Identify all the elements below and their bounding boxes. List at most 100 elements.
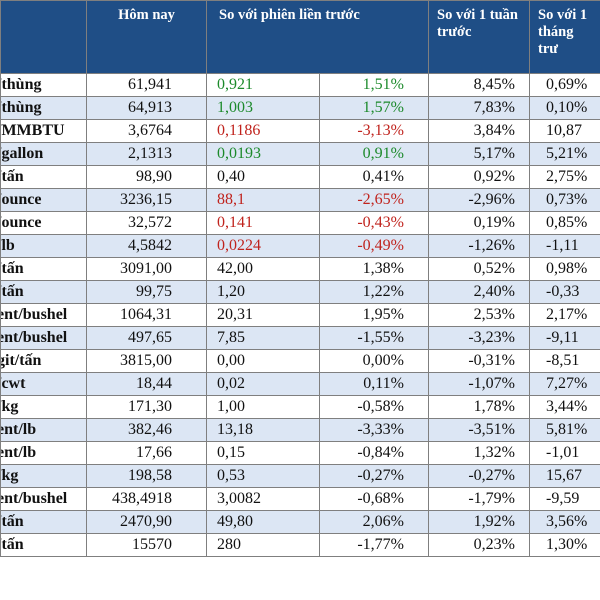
change-cell: 0,53 — [206, 464, 320, 488]
unit-cell: /tấn — [0, 280, 87, 304]
month-change-cell: 2,75% — [529, 165, 600, 189]
table-row: /tấn 98,900,400,41%0,92%2,75% — [0, 165, 600, 189]
month-change-cell: 5,81% — [529, 418, 600, 442]
month-change-cell: 3,44% — [529, 395, 600, 419]
unit-label: ent/bushel — [0, 490, 68, 507]
change-percent-cell: 0,11% — [319, 372, 429, 396]
unit-cell: ent/bushel — [0, 303, 87, 327]
change-cell: 0,02 — [206, 372, 320, 396]
unit-cell: /ounce — [0, 188, 87, 212]
today-price-cell: 17,66 — [86, 441, 207, 465]
today-price-cell: 3236,15 — [86, 188, 207, 212]
change-percent-cell: -1,77% — [319, 533, 429, 557]
table-row: /cwt 18,440,020,11%-1,07%7,27% — [0, 372, 600, 396]
table-row: /MMBTU 3,6764 0,1186 -3,13% 3,84% 10,87 — [0, 119, 600, 143]
unit-label: /cwt — [1, 375, 26, 392]
unit-cell: ent/bushel — [0, 487, 87, 511]
today-price-cell: 198,58 — [86, 464, 207, 488]
unit-label: /MMBTU — [0, 122, 65, 139]
change-cell: 0,921 — [206, 73, 320, 97]
commodity-price-table: Hôm nay So với phiên liền trước So với 1… — [0, 0, 600, 557]
change-percent-cell: 1,95% — [319, 303, 429, 327]
week-change-cell: 8,45% — [428, 73, 530, 97]
month-change-cell: -0,33 — [529, 280, 600, 304]
unit-cell: /tấn — [0, 257, 87, 281]
header-month-ago: So với 1 tháng trư — [529, 0, 600, 74]
unit-cell: /thùng — [0, 96, 87, 120]
week-change-cell: 0,19% — [428, 211, 530, 235]
month-change-cell: -1,11 — [529, 234, 600, 258]
change-percent-cell: 2,06% — [319, 510, 429, 534]
month-change-cell: 0,73% — [529, 188, 600, 212]
unit-label: /kg — [1, 467, 19, 484]
week-change-cell: 2,40% — [428, 280, 530, 304]
month-change-cell: 0,98% — [529, 257, 600, 281]
month-change-cell: 2,17% — [529, 303, 600, 327]
month-change-cell: 0,85% — [529, 211, 600, 235]
week-change-cell: 3,84% — [428, 119, 530, 143]
month-change-cell: -1,01 — [529, 441, 600, 465]
unit-label: /gallon — [0, 145, 44, 162]
change-cell: 13,18 — [206, 418, 320, 442]
table-row: /ounce 32,572 0,141 -0,43% 0,19% 0,85% — [0, 211, 600, 235]
today-price-cell: 98,90 — [86, 165, 207, 189]
change-cell: 0,15 — [206, 441, 320, 465]
month-change-cell: 0,10% — [529, 96, 600, 120]
unit-label: /ounce — [0, 191, 42, 208]
change-cell: 0,0193 — [206, 142, 320, 166]
table-row: git/tấn 3815,00 0,00 0,00% -0,31% -8,51 — [0, 349, 600, 373]
unit-cell: /MMBTU — [0, 119, 87, 143]
unit-cell: /tấn — [0, 165, 87, 189]
unit-cell: /kg — [0, 464, 87, 488]
week-change-cell: -1,79% — [428, 487, 530, 511]
unit-cell: /tấn — [0, 510, 87, 534]
month-change-cell: -9,59 — [529, 487, 600, 511]
change-cell: 0,1186 — [206, 119, 320, 143]
week-change-cell: 0,92% — [428, 165, 530, 189]
week-change-cell: -1,26% — [428, 234, 530, 258]
month-change-cell: -8,51 — [529, 349, 600, 373]
header-unit — [0, 0, 87, 74]
unit-label: /lb — [1, 237, 15, 254]
table-row: ent/bushel 497,65 7,85 -1,55% -3,23% -9,11 — [0, 326, 600, 350]
today-price-cell: 3815,00 — [86, 349, 207, 373]
unit-label: ent/lb — [0, 444, 37, 461]
change-percent-cell: 0,00% — [319, 349, 429, 373]
today-price-cell: 382,46 — [86, 418, 207, 442]
change-percent-cell: -3,13% — [319, 119, 429, 143]
unit-cell: /tấn — [0, 533, 87, 557]
week-change-cell: -0,27% — [428, 464, 530, 488]
table-row: ent/bushel 438,4918 3,0082 -0,68% -1,79% -9,5… — [0, 487, 600, 511]
unit-cell: ent/lb — [0, 418, 87, 442]
header-week-ago: So với 1 tuần trước — [428, 0, 530, 74]
change-percent-cell: -0,49% — [319, 234, 429, 258]
header-today: Hôm nay — [86, 0, 207, 74]
change-percent-cell: -0,27% — [319, 464, 429, 488]
week-change-cell: 0,52% — [428, 257, 530, 281]
table-row: ent/lb 17,66 0,15 -0,84% 1,32% -1,01 — [0, 441, 600, 465]
unit-cell: /lb — [0, 234, 87, 258]
change-percent-cell: -0,84% — [319, 441, 429, 465]
unit-label: /tấn — [1, 513, 24, 530]
today-price-cell: 15570 — [86, 533, 207, 557]
change-percent-cell: -0,68% — [319, 487, 429, 511]
unit-label: /tấn — [1, 536, 24, 553]
month-change-cell: 7,27% — [529, 372, 600, 396]
change-cell: 0,40 — [206, 165, 320, 189]
change-percent-cell: -1,55% — [319, 326, 429, 350]
week-change-cell: 5,17% — [428, 142, 530, 166]
change-cell: 280 — [206, 533, 320, 557]
unit-label: ent/lb — [0, 421, 37, 438]
header-row: Hôm nay So với phiên liền trước So với 1… — [0, 0, 600, 74]
today-price-cell: 438,4918 — [86, 487, 207, 511]
week-change-cell: 1,92% — [428, 510, 530, 534]
change-percent-cell: 1,51% — [319, 73, 429, 97]
change-cell: 42,00 — [206, 257, 320, 281]
table-row: ent/lb 382,46 13,18 -3,33% -3,51% 5,81% — [0, 418, 600, 442]
week-change-cell: 1,32% — [428, 441, 530, 465]
today-price-cell: 497,65 — [86, 326, 207, 350]
change-cell: 0,00 — [206, 349, 320, 373]
